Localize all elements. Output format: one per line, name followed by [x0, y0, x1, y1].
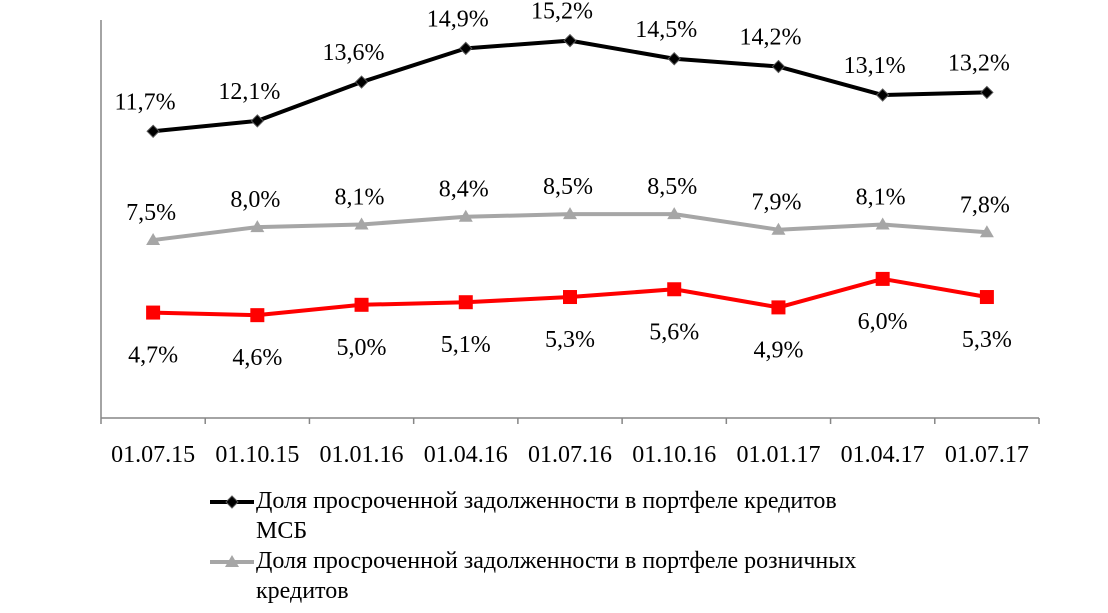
data-label: 11,7% [115, 89, 176, 115]
data-label: 12,1% [218, 79, 280, 105]
legend-label-line2: кредитов [256, 578, 349, 604]
data-label: 15,2% [531, 0, 593, 25]
data-point[interactable] [146, 305, 161, 320]
data-label: 5,3% [962, 327, 1012, 353]
x-tick-label: 01.04.17 [841, 442, 925, 468]
data-point[interactable] [667, 282, 682, 297]
x-tick-label: 01.07.16 [528, 442, 612, 468]
series-layer [146, 33, 994, 323]
data-point[interactable] [458, 209, 473, 222]
data-point[interactable] [354, 75, 369, 89]
data-point[interactable] [354, 297, 369, 312]
data-point[interactable] [250, 220, 265, 233]
data-label: 8,1% [335, 185, 385, 211]
data-point[interactable] [667, 207, 682, 220]
x-tick-label: 01.07.17 [945, 442, 1029, 468]
data-point[interactable] [458, 295, 473, 310]
legend-marker-triangle-icon [210, 555, 254, 567]
data-label: 8,4% [439, 177, 489, 203]
data-point[interactable] [771, 222, 786, 235]
data-label: 7,8% [960, 192, 1010, 218]
data-label: 7,9% [751, 190, 801, 216]
data-point[interactable] [459, 41, 473, 56]
x-tick-label: 01.01.17 [736, 442, 820, 468]
legend: Доля просроченной задолженности в портфе… [210, 486, 1070, 606]
x-tick-label: 01.04.16 [424, 442, 508, 468]
data-label: 8,5% [543, 174, 593, 200]
data-point[interactable] [875, 217, 890, 230]
data-label: 13,2% [948, 50, 1010, 76]
data-label: 7,5% [126, 200, 176, 226]
data-point[interactable] [667, 52, 681, 66]
data-label: 8,5% [647, 174, 697, 200]
legend-label-line1: Доля просроченной задолженности в портфе… [256, 488, 837, 514]
data-label: 5,6% [649, 319, 699, 345]
data-label: 4,7% [128, 343, 178, 369]
x-tick-label: 01.10.15 [215, 442, 299, 468]
data-label: 14,9% [427, 6, 489, 32]
series-1 [146, 207, 994, 246]
x-tick-labels: 01.07.15 01.10.15 01.01.16 01.04.16 01.07.16… [111, 442, 1029, 468]
series-2 [146, 271, 994, 323]
data-label: 5,0% [337, 335, 387, 361]
data-label: 14,2% [739, 25, 801, 51]
series-0 [146, 33, 994, 138]
x-tick-label: 01.01.16 [320, 442, 404, 468]
data-point[interactable] [979, 225, 994, 238]
legend-item-msb[interactable]: Доля просроченной задолженности в портфе… [210, 486, 1070, 546]
data-label: 5,1% [441, 332, 491, 358]
data-point[interactable] [250, 308, 265, 323]
data-point[interactable] [146, 124, 160, 138]
data-labels: 11,7% 12,1% 13,6% 14,9% 15,2% 14,5% 14,2% 13,1%… [115, 0, 1012, 371]
data-point[interactable] [980, 85, 994, 100]
data-point[interactable] [875, 88, 890, 102]
data-point[interactable] [771, 59, 786, 74]
data-point[interactable] [563, 290, 577, 305]
legend-label-line2: МСБ [256, 518, 308, 544]
data-point[interactable] [250, 114, 265, 128]
legend-item-retail[interactable]: Доля просроченной задолженности в портфе… [210, 546, 1070, 606]
data-label: 13,1% [844, 53, 906, 79]
data-point[interactable] [563, 207, 577, 220]
data-label: 13,6% [323, 40, 385, 66]
data-label: 4,9% [753, 337, 803, 363]
data-label: 5,3% [545, 327, 595, 353]
data-label: 14,5% [635, 17, 697, 43]
data-point[interactable] [146, 233, 161, 246]
data-point[interactable] [563, 33, 577, 48]
data-point[interactable] [979, 290, 994, 305]
data-label: 8,0% [230, 187, 280, 213]
legend-label-line1: Доля просроченной задолженности в портфе… [256, 548, 857, 574]
x-tick-label: 01.07.15 [111, 442, 195, 468]
data-label: 4,6% [232, 345, 282, 371]
x-tick-label: 01.10.16 [632, 442, 716, 468]
legend-marker-diamond-icon [210, 495, 254, 509]
data-point[interactable] [875, 271, 890, 286]
data-point[interactable] [354, 217, 369, 230]
axes [100, 20, 1040, 424]
data-label: 6,0% [858, 309, 908, 335]
data-label: 8,1% [856, 185, 906, 211]
data-point[interactable] [771, 300, 786, 315]
